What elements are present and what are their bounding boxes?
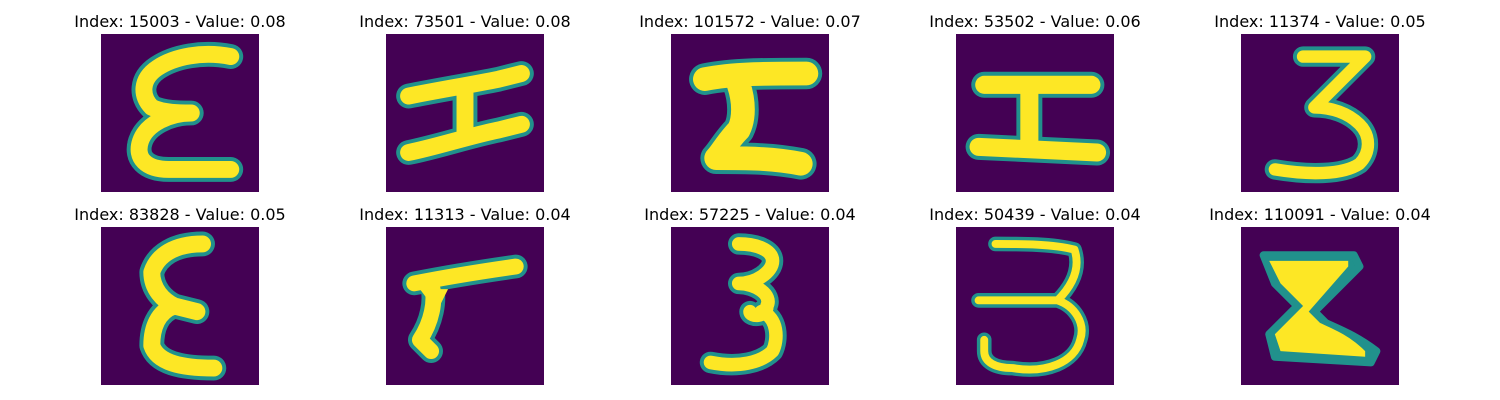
panel-title: Index: 73501 - Value: 0.08 — [345, 10, 585, 34]
grid-panel: Index: 11374 - Value: 0.05 — [1200, 10, 1440, 190]
grid-panel: Index: 11313 - Value: 0.04 — [345, 203, 585, 383]
panel-title: Index: 53502 - Value: 0.06 — [915, 10, 1155, 34]
digit-image-epsilon-tall — [101, 227, 259, 385]
digit-image-i-beam — [956, 34, 1114, 192]
panel-title: Index: 83828 - Value: 0.05 — [60, 203, 300, 227]
grid-panel: Index: 83828 - Value: 0.05 — [60, 203, 300, 383]
panel-title: Index: 50439 - Value: 0.04 — [915, 203, 1155, 227]
panel-title: Index: 101572 - Value: 0.07 — [630, 10, 870, 34]
digit-image-three — [1241, 34, 1399, 192]
digit-image-three-wide — [956, 227, 1114, 385]
digit-image-block-z — [1241, 227, 1399, 385]
panel-title: Index: 57225 - Value: 0.04 — [630, 203, 870, 227]
grid-panel: Index: 15003 - Value: 0.08 — [60, 10, 300, 190]
digit-image-thick-z — [671, 34, 829, 192]
grid-panel: Index: 110091 - Value: 0.04 — [1200, 203, 1440, 383]
grid-panel: Index: 57225 - Value: 0.04 — [630, 203, 870, 383]
digit-image-three-curly — [671, 227, 829, 385]
grid-panel: Index: 50439 - Value: 0.04 — [915, 203, 1155, 383]
grid-panel: Index: 73501 - Value: 0.08 — [345, 10, 585, 190]
digit-image-slanted-h — [386, 34, 544, 192]
grid-panel: Index: 101572 - Value: 0.07 — [630, 10, 870, 190]
digit-image-epsilon — [101, 34, 259, 192]
panel-title: Index: 11313 - Value: 0.04 — [345, 203, 585, 227]
panel-title: Index: 11374 - Value: 0.05 — [1200, 10, 1440, 34]
digit-image-seven-like — [386, 227, 544, 385]
panel-title: Index: 15003 - Value: 0.08 — [60, 10, 300, 34]
panel-title: Index: 110091 - Value: 0.04 — [1200, 203, 1440, 227]
grid-panel: Index: 53502 - Value: 0.06 — [915, 10, 1155, 190]
